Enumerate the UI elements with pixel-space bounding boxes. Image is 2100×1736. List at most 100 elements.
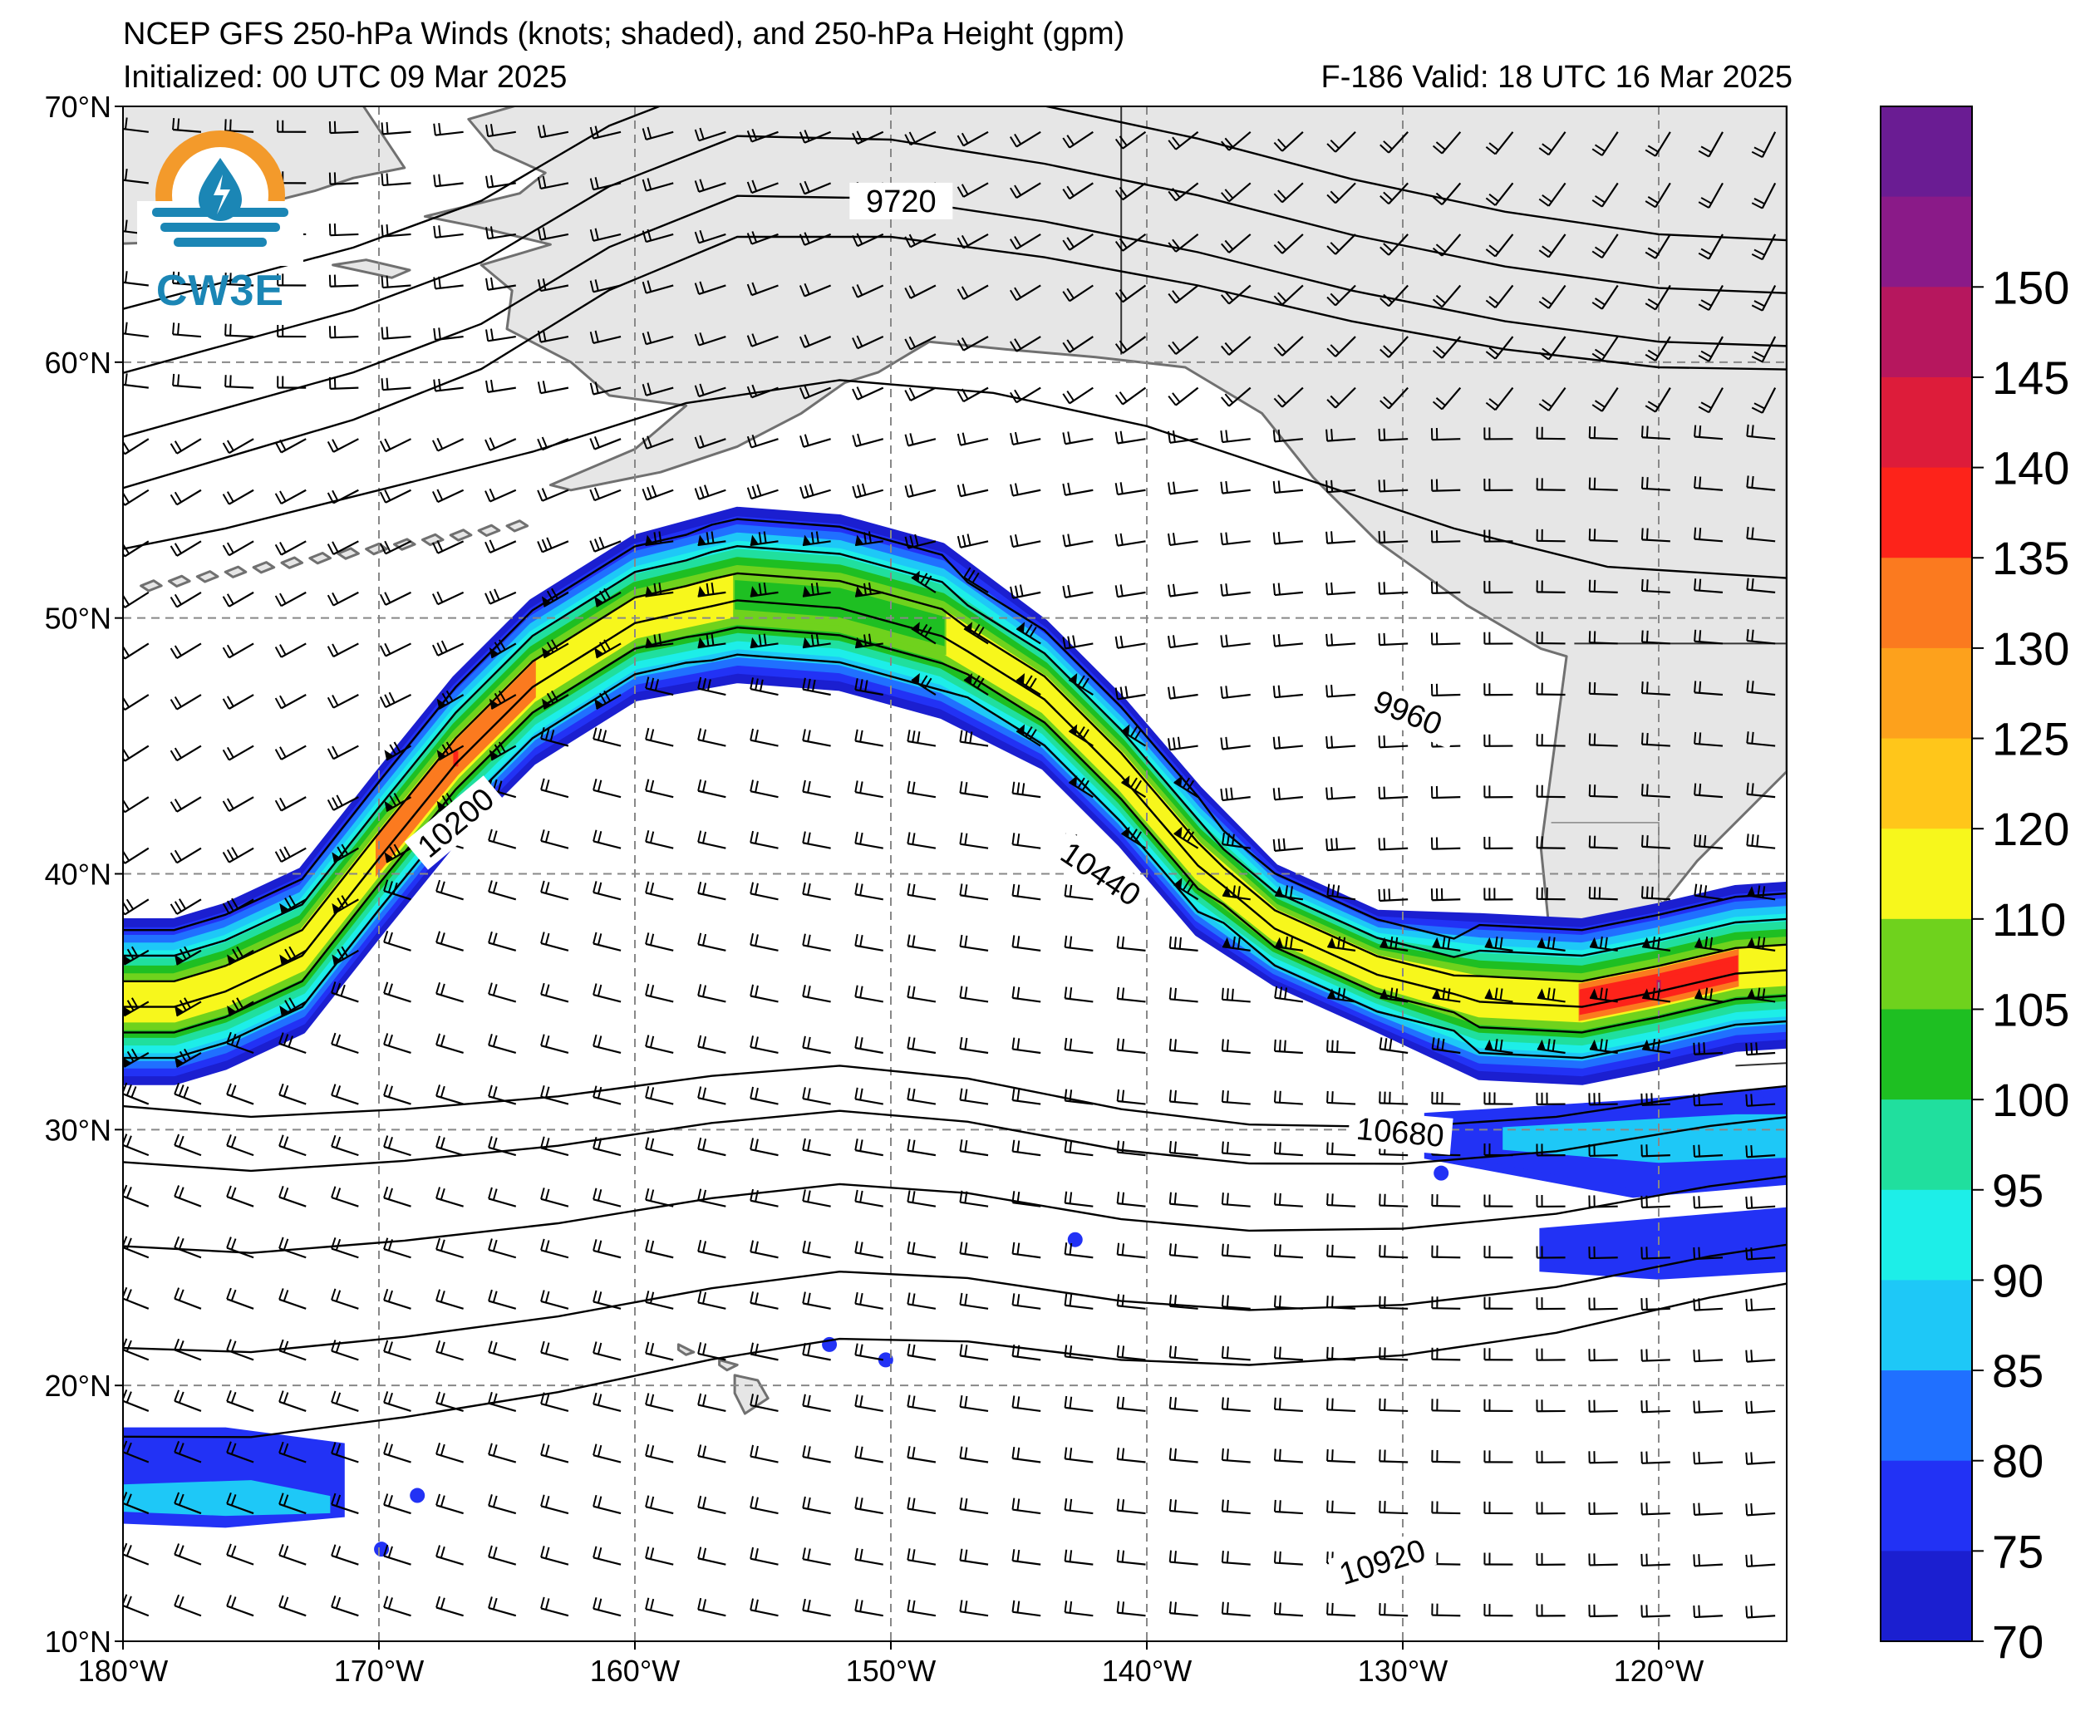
- barb-feather: [1121, 1550, 1125, 1562]
- barb-feather: [540, 1034, 545, 1046]
- barb-feather: [1277, 787, 1281, 799]
- wind-barb: [174, 997, 202, 1017]
- barb-feather: [383, 879, 389, 892]
- barb-feather: [1488, 296, 1499, 305]
- barb-feather: [1330, 344, 1340, 354]
- barb-feather: [435, 1596, 441, 1608]
- barb-feather: [856, 386, 863, 398]
- barb-feather: [924, 627, 932, 638]
- barb-feather: [492, 830, 498, 843]
- barb-feather: [1066, 339, 1075, 351]
- wind-barb: [959, 1600, 989, 1617]
- barb-feather: [802, 1138, 806, 1150]
- barb-feather: [1121, 936, 1125, 949]
- wind-barb: [957, 182, 989, 198]
- barb-feather: [912, 1293, 916, 1306]
- wind-barb: [593, 1546, 622, 1566]
- wind-barb: [593, 1290, 622, 1310]
- barb-feather: [226, 1134, 232, 1146]
- height-contour: [123, 379, 1787, 579]
- wind-barb: [1173, 826, 1199, 849]
- barb-feather: [1745, 1401, 1748, 1414]
- barb-feather: [1325, 429, 1329, 441]
- barb-feather: [436, 642, 444, 654]
- barb-feather: [1021, 783, 1025, 795]
- barb-feather: [751, 180, 758, 192]
- barb-pennant: [1016, 672, 1025, 685]
- wind-barb: [327, 694, 359, 709]
- barb-pennant: [489, 647, 499, 658]
- barb-feather: [1064, 1242, 1068, 1255]
- barb-feather: [335, 1238, 342, 1251]
- barb-shaft: [1655, 387, 1671, 413]
- wind-barb: [1591, 336, 1619, 361]
- barb-feather: [908, 285, 916, 297]
- wind-barb: [383, 930, 411, 952]
- barb-shaft: [280, 796, 307, 812]
- barb-feather: [226, 644, 234, 656]
- barb-feather: [540, 726, 545, 740]
- wind-barb: [1640, 784, 1670, 799]
- barb-feather: [492, 1341, 498, 1355]
- barb-pennant: [279, 1006, 289, 1016]
- barb-feather: [327, 646, 335, 657]
- barb-feather: [1274, 986, 1278, 998]
- wind-barb: [593, 778, 622, 799]
- barb-feather: [387, 881, 393, 893]
- barb-feather: [961, 337, 969, 349]
- wind-barb: [1745, 1298, 1776, 1312]
- barb-shaft: [854, 642, 883, 649]
- barb-feather: [589, 280, 594, 293]
- barb-shaft: [542, 438, 569, 451]
- wind-barb: [1273, 234, 1304, 254]
- barb-feather: [278, 1185, 284, 1197]
- barb-feather: [1552, 1039, 1556, 1052]
- wind-barb: [799, 334, 832, 349]
- barb-feather: [694, 231, 700, 243]
- wind-barb: [1114, 130, 1147, 150]
- barb-feather: [1757, 885, 1761, 898]
- barb-feather: [1129, 726, 1138, 737]
- wind-barb: [174, 1543, 202, 1566]
- barb-feather: [1226, 1551, 1229, 1563]
- wind-barb: [123, 117, 149, 133]
- wind-barb: [1221, 234, 1252, 253]
- wind-barb: [1693, 1093, 1724, 1107]
- wind-barb: [1273, 1244, 1303, 1259]
- wind-barb: [432, 540, 465, 554]
- height-contour: [123, 544, 1787, 958]
- barb-feather: [1069, 936, 1073, 948]
- wind-barb: [1062, 182, 1094, 200]
- barb-shaft: [330, 182, 359, 185]
- barb-feather: [1435, 192, 1446, 202]
- wind-barb: [904, 484, 937, 499]
- barb-feather: [1168, 140, 1177, 150]
- barb-feather: [859, 1548, 863, 1561]
- colorbar-segment: [1881, 1009, 1972, 1100]
- wind-barb: [384, 793, 412, 813]
- barb-feather: [807, 1138, 811, 1151]
- barb-feather: [589, 382, 594, 395]
- wind-barb: [1121, 724, 1147, 747]
- barb-feather: [1753, 300, 1765, 307]
- barb-feather: [1746, 782, 1749, 794]
- barb-shaft: [1388, 336, 1409, 358]
- barb-feather: [1168, 430, 1171, 443]
- barb-shaft: [907, 945, 937, 952]
- barb-pennant: [1069, 672, 1078, 685]
- wind-barb: [799, 434, 831, 448]
- barb-shaft: [1589, 436, 1618, 440]
- barb-shaft: [488, 1146, 517, 1157]
- wind-barb: [384, 843, 412, 863]
- barb-shaft: [1601, 387, 1619, 412]
- barb-feather: [1751, 304, 1763, 312]
- barb-feather: [1064, 1140, 1068, 1153]
- barb-feather: [174, 645, 182, 657]
- barb-shaft: [331, 1554, 359, 1566]
- barb-feather: [488, 1238, 493, 1251]
- wind-barb: [746, 435, 779, 449]
- barb-shaft: [1589, 794, 1618, 799]
- wind-barb: [645, 1546, 674, 1566]
- wind-barb: [174, 1236, 202, 1259]
- barb-feather: [327, 492, 335, 504]
